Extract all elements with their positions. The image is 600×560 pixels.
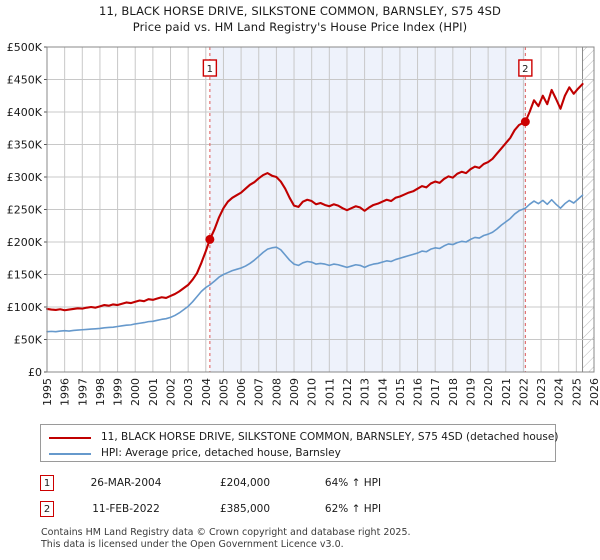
svg-text:2004: 2004 (200, 378, 213, 406)
sale-hpi-delta-1: 64% ↑ HPI (324, 477, 382, 489)
svg-text:2012: 2012 (341, 378, 354, 406)
svg-text:£500K: £500K (7, 41, 43, 54)
sales-table: 1 26-MAR-2004 £204,000 64% ↑ HPI 2 11-FE… (40, 470, 460, 522)
svg-text:2009: 2009 (288, 378, 301, 406)
sale-badge-1: 1 (40, 475, 54, 491)
footer-line-2: This data is licensed under the Open Gov… (41, 538, 344, 550)
footer-line-1: Contains HM Land Registry data © Crown c… (41, 527, 411, 538)
title-line-2: Price paid vs. HM Land Registry's House … (132, 20, 468, 34)
svg-text:2010: 2010 (306, 378, 319, 406)
sale-price-1: £204,000 (219, 477, 271, 489)
svg-text:2007: 2007 (253, 378, 266, 406)
chart-series-lines (45, 83, 584, 333)
svg-text:2019: 2019 (464, 378, 477, 406)
svg-text:1999: 1999 (112, 378, 125, 406)
sale-badge-2: 2 (40, 501, 54, 517)
table-row[interactable]: 1 26-MAR-2004 £204,000 64% ↑ HPI (40, 470, 460, 496)
svg-text:2021: 2021 (500, 378, 513, 406)
svg-text:2013: 2013 (359, 378, 372, 406)
svg-text:£450K: £450K (7, 74, 43, 87)
svg-text:2017: 2017 (429, 378, 442, 406)
svg-text:£350K: £350K (7, 139, 43, 152)
svg-text:£100K: £100K (7, 301, 43, 314)
svg-text:2008: 2008 (270, 378, 283, 406)
svg-text:2000: 2000 (129, 378, 142, 406)
svg-text:2002: 2002 (165, 378, 178, 406)
chart-legend: 11, BLACK HORSE DRIVE, SILKSTONE COMMON,… (40, 424, 559, 462)
svg-text:2003: 2003 (182, 378, 195, 406)
sale-price-2: £385,000 (219, 503, 271, 515)
legend-label-property: 11, BLACK HORSE DRIVE, SILKSTONE COMMON,… (101, 431, 559, 443)
svg-text:1996: 1996 (59, 378, 72, 406)
svg-text:£150K: £150K (7, 269, 43, 282)
legend-swatch-blue-icon (49, 452, 91, 455)
svg-text:1997: 1997 (76, 378, 89, 406)
svg-text:1998: 1998 (94, 378, 107, 406)
svg-text:£250K: £250K (7, 204, 43, 217)
page-title: 11, BLACK HORSE DRIVE, SILKSTONE COMMON,… (0, 3, 600, 35)
x-axis-tick-labels: 1995 1996 1997 1998 1999 2000 2001 2002 2003 2004… (41, 378, 600, 406)
svg-text:2015: 2015 (394, 378, 407, 406)
legend-swatch-red-icon (49, 436, 91, 439)
chart-frame (46, 46, 595, 373)
svg-text:1995: 1995 (41, 378, 54, 406)
svg-text:2020: 2020 (482, 378, 495, 406)
svg-text:£400K: £400K (7, 106, 43, 119)
table-row[interactable]: 2 11-FEB-2022 £385,000 62% ↑ HPI (40, 496, 460, 522)
svg-text:£0: £0 (28, 366, 42, 379)
svg-text:2006: 2006 (235, 378, 248, 406)
title-line-1: 11, BLACK HORSE DRIVE, SILKSTONE COMMON,… (99, 4, 501, 18)
svg-text:2026: 2026 (588, 378, 600, 406)
svg-text:£300K: £300K (7, 171, 43, 184)
svg-text:2018: 2018 (447, 378, 460, 406)
svg-text:2005: 2005 (217, 378, 230, 406)
svg-text:2022: 2022 (517, 378, 530, 406)
sale-date-2: 11-FEB-2022 (92, 503, 160, 515)
svg-text:2024: 2024 (553, 378, 566, 406)
legend-item-hpi: HPI: Average price, detached house, Barn… (41, 446, 555, 461)
legend-item-property: 11, BLACK HORSE DRIVE, SILKSTONE COMMON,… (41, 430, 559, 445)
sale-date-1: 26-MAR-2004 (90, 477, 162, 489)
svg-text:1: 1 (207, 64, 213, 75)
svg-text:2025: 2025 (570, 378, 583, 406)
y-axis-tick-labels: £0 £50K £100K £150K £200K £250K £300K £350K £400… (7, 41, 47, 379)
svg-text:2023: 2023 (535, 378, 548, 406)
svg-text:2014: 2014 (376, 378, 389, 406)
svg-text:2016: 2016 (412, 378, 425, 406)
footer-attribution: Contains HM Land Registry data © Crown c… (41, 527, 581, 550)
sale-hpi-delta-2: 62% ↑ HPI (324, 503, 382, 515)
svg-text:2001: 2001 (147, 378, 160, 406)
legend-label-hpi: HPI: Average price, detached house, Barn… (101, 447, 341, 459)
svg-text:2011: 2011 (323, 378, 336, 406)
svg-text:£50K: £50K (14, 334, 43, 347)
svg-text:2: 2 (522, 64, 528, 75)
svg-text:£200K: £200K (7, 236, 43, 249)
